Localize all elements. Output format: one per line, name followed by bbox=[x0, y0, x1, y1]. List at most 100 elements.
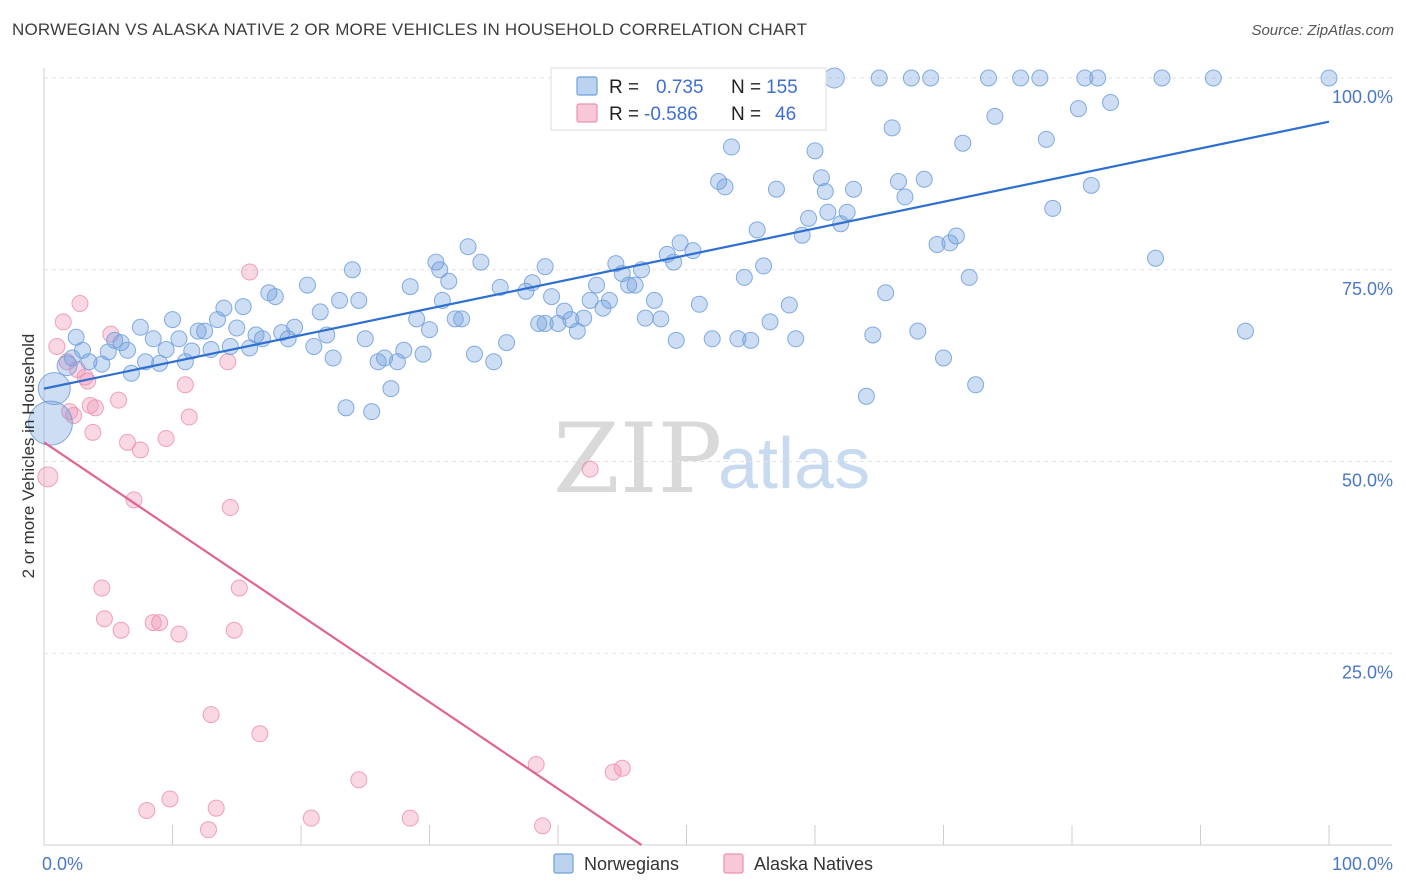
norwegians-point bbox=[915, 170, 933, 188]
alaska-natives-point bbox=[613, 759, 631, 777]
watermark-atlas: atlas bbox=[718, 424, 870, 504]
alaska-natives-point bbox=[37, 466, 59, 488]
norwegians-point bbox=[530, 314, 548, 332]
norwegians-point bbox=[446, 310, 464, 328]
norwegians-point bbox=[896, 188, 914, 206]
norwegians-point bbox=[787, 330, 805, 348]
norwegians-point bbox=[286, 318, 304, 336]
legend-n-value-1: 155 bbox=[766, 77, 798, 98]
norwegians-point bbox=[311, 303, 329, 321]
norwegians-point bbox=[684, 242, 702, 260]
norwegians-point bbox=[607, 255, 625, 273]
norwegians-point bbox=[536, 258, 554, 276]
norwegians-point bbox=[1082, 176, 1100, 194]
alaska-natives-trend-line bbox=[43, 441, 643, 846]
norwegians-point bbox=[337, 399, 355, 417]
norwegians-point bbox=[816, 183, 834, 201]
norwegians-point bbox=[157, 341, 175, 359]
legend-r-value-1: 0.735 bbox=[656, 77, 704, 98]
norwegians-point bbox=[215, 299, 233, 317]
norwegians-point bbox=[941, 234, 959, 252]
alaska-natives-point bbox=[251, 725, 269, 743]
norwegians-point bbox=[800, 209, 818, 227]
alaska-natives-point bbox=[350, 771, 368, 789]
norwegians-point bbox=[845, 180, 863, 198]
alaska-natives-point bbox=[534, 817, 552, 835]
norwegians-point bbox=[1031, 69, 1049, 87]
alaska-natives-point bbox=[221, 499, 239, 517]
norwegians-point bbox=[979, 69, 997, 87]
norwegians-point bbox=[922, 69, 940, 87]
tick-labels: 25.0% 50.0% 75.0% 100.0% 0.0% 100.0% bbox=[42, 87, 1393, 874]
watermark: ZIP atlas bbox=[553, 403, 870, 515]
alaska-natives-point bbox=[86, 399, 104, 417]
norwegians-point bbox=[767, 180, 785, 198]
norwegians-point bbox=[343, 261, 361, 279]
alaska-natives-point bbox=[110, 391, 128, 409]
y-tick-label-3: 100.0% bbox=[1332, 87, 1393, 107]
norwegians-point bbox=[431, 261, 449, 279]
watermark-zip: ZIP bbox=[553, 403, 722, 515]
norwegians-point bbox=[755, 257, 773, 275]
alaska-natives-point bbox=[170, 625, 188, 643]
alaska-natives-point bbox=[241, 263, 259, 281]
norwegians-point bbox=[857, 387, 875, 405]
norwegians-point bbox=[395, 341, 413, 359]
norwegians-point bbox=[376, 349, 394, 367]
norwegians-point bbox=[748, 221, 766, 239]
alaska-natives-point bbox=[527, 755, 545, 773]
norwegians-point bbox=[735, 268, 753, 286]
norwegians-point bbox=[427, 253, 445, 271]
norwegians-point bbox=[421, 321, 438, 339]
bottom-legend-norwegians: Norwegians bbox=[584, 854, 679, 874]
alaska-natives-point bbox=[157, 429, 175, 447]
norwegians-point bbox=[1089, 69, 1107, 87]
alaska-natives-point bbox=[604, 763, 622, 781]
legend-n-label-1: N = bbox=[731, 77, 761, 98]
trend-lines bbox=[43, 120, 1330, 846]
norwegians-point bbox=[1153, 69, 1171, 87]
norwegians-point bbox=[729, 330, 747, 348]
norwegians-point bbox=[543, 288, 561, 306]
norwegians-point bbox=[122, 364, 140, 382]
norwegians-point bbox=[954, 134, 972, 152]
norwegians-point bbox=[1204, 69, 1222, 87]
norwegians-point bbox=[189, 322, 207, 340]
norwegians-point bbox=[703, 330, 721, 348]
norwegians-point bbox=[928, 235, 946, 253]
norwegians-point bbox=[883, 119, 901, 137]
norwegians-point bbox=[440, 272, 458, 290]
alaska-natives-point bbox=[48, 337, 66, 355]
norwegians-point bbox=[967, 376, 985, 394]
norwegians-point bbox=[780, 296, 798, 314]
norwegians-point bbox=[761, 313, 779, 331]
norwegians-point bbox=[1320, 69, 1338, 87]
legend-swatch-alaska bbox=[576, 103, 598, 123]
axes bbox=[43, 68, 1392, 846]
norwegians-point bbox=[600, 291, 618, 309]
norwegians-point bbox=[144, 330, 162, 348]
norwegians-point bbox=[1147, 249, 1165, 267]
norwegians-point bbox=[196, 322, 214, 340]
chart-title: NORWEGIAN VS ALASKA NATIVE 2 OR MORE VEH… bbox=[12, 20, 808, 39]
x-tick-label-1: 100.0% bbox=[1332, 854, 1393, 874]
norwegians-point bbox=[228, 319, 246, 337]
source-label: Source: ZipAtlas.com bbox=[1251, 22, 1394, 39]
alaska-natives-point bbox=[93, 579, 111, 597]
norwegians-point bbox=[823, 67, 845, 89]
norwegians-point bbox=[960, 268, 978, 286]
norwegians-point bbox=[890, 173, 908, 191]
norwegians-point bbox=[652, 310, 670, 328]
norwegians-point bbox=[722, 138, 740, 156]
norwegians-point bbox=[106, 331, 124, 349]
norwegians-point bbox=[1236, 322, 1254, 340]
alaska-natives-point bbox=[176, 376, 194, 394]
norwegians-point bbox=[1076, 69, 1094, 87]
alaska-natives-point bbox=[54, 313, 72, 331]
legend-r-label-2: R = bbox=[609, 104, 639, 125]
norwegians-point bbox=[350, 291, 368, 309]
legend-r-value-2: -0.586 bbox=[644, 104, 698, 125]
alaska-natives-point bbox=[581, 460, 599, 478]
norwegians-point bbox=[636, 309, 654, 327]
alaska-natives-point bbox=[71, 294, 89, 312]
